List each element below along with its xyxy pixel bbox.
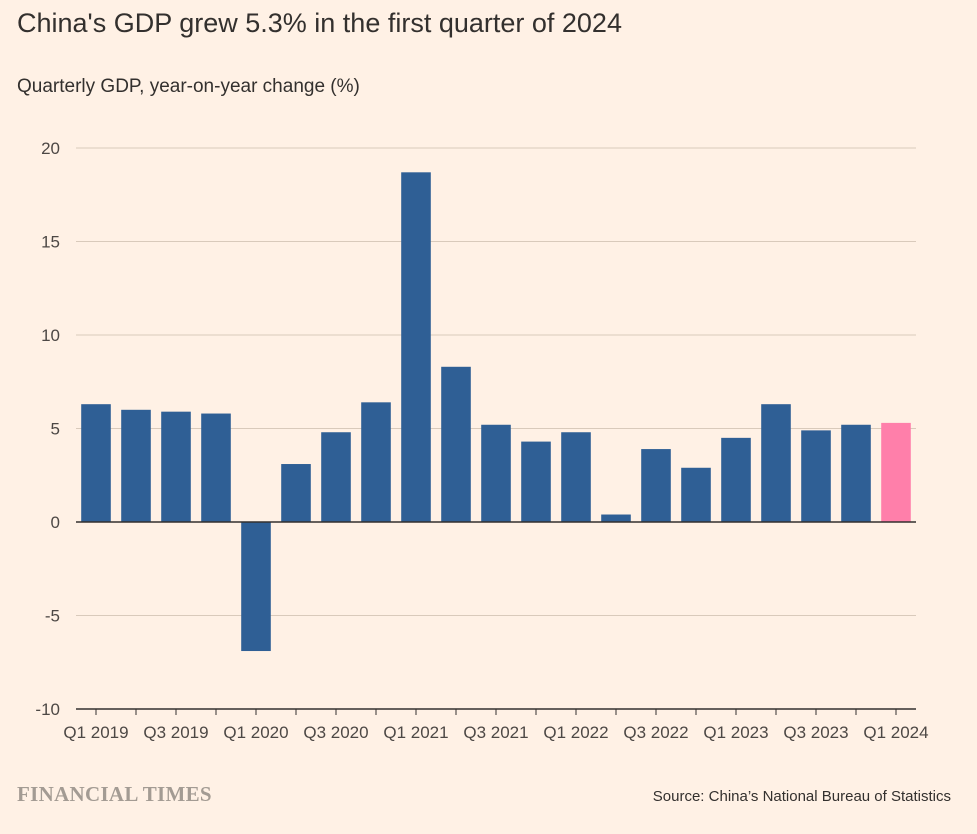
bar-q3-2023 [801, 430, 831, 522]
bar-q4-2019 [201, 413, 231, 522]
bar-q4-2022 [681, 467, 711, 522]
x-tick-label: Q3 2019 [143, 723, 208, 742]
bar-q4-2023 [841, 424, 871, 522]
chart-subtitle: Quarterly GDP, year-on-year change (%) [17, 76, 360, 97]
bar-q3-2022 [641, 449, 671, 522]
bar-q2-2023 [761, 404, 791, 522]
bar-q1-2021 [401, 172, 431, 522]
bar-q1-2024 [881, 422, 911, 522]
x-tick-label: Q1 2023 [703, 723, 768, 742]
bar-q1-2023 [721, 437, 751, 522]
y-tick-label: -5 [45, 607, 60, 626]
y-tick-label: 5 [51, 420, 60, 439]
bar-q3-2019 [161, 411, 191, 522]
y-tick-label: 15 [41, 233, 60, 252]
x-tick-label: Q3 2020 [303, 723, 368, 742]
x-tick-label: Q1 2021 [383, 723, 448, 742]
bar-q3-2020 [321, 432, 351, 522]
bar-q1-2020 [241, 522, 271, 652]
bar-q1-2022 [561, 432, 591, 522]
source-note: Source: China’s National Bureau of Stati… [652, 788, 951, 805]
bar-q4-2020 [361, 402, 391, 522]
bar-q2-2021 [441, 366, 471, 522]
x-tick-label: Q3 2022 [623, 723, 688, 742]
bar-q4-2021 [521, 441, 551, 522]
y-tick-label: 10 [41, 326, 60, 345]
x-tick-label: Q1 2020 [223, 723, 288, 742]
bar-q1-2019 [81, 404, 111, 522]
bar-q2-2022 [601, 514, 631, 522]
x-tick-label: Q3 2023 [783, 723, 848, 742]
bar-q2-2019 [121, 409, 151, 522]
y-tick-label: 20 [41, 139, 60, 158]
x-tick-label: Q3 2021 [463, 723, 528, 742]
bar-q3-2021 [481, 424, 511, 522]
chart-title: China's GDP grew 5.3% in the first quart… [17, 8, 622, 38]
x-tick-label: Q1 2022 [543, 723, 608, 742]
x-tick-label: Q1 2024 [863, 723, 928, 742]
bar-q2-2020 [281, 464, 311, 522]
bars [81, 172, 911, 652]
y-tick-label: -10 [35, 700, 60, 719]
x-tick-label: Q1 2019 [63, 723, 128, 742]
axes: -10 -5 0 5 10 15 20 Q1 2019 Q3 2019 Q1 2020 Q3 202… [35, 139, 928, 742]
y-tick-label: 0 [51, 513, 60, 532]
ft-logo: FINANCIAL TIMES [17, 782, 212, 806]
